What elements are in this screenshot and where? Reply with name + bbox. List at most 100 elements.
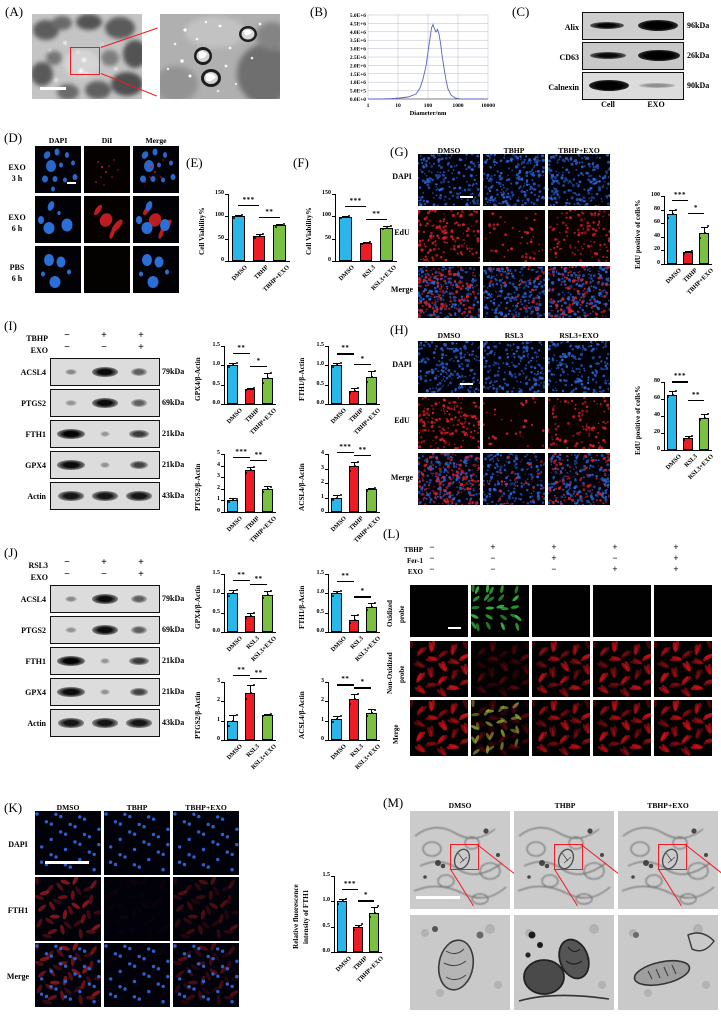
panel-i-exo-v2: − — [101, 342, 107, 353]
panel-i-tbhp-v2: + — [101, 330, 107, 341]
data-point — [339, 494, 342, 497]
data-point — [707, 413, 709, 416]
y-axis-title: FTH1/β-Actin — [298, 585, 306, 629]
band — [91, 594, 119, 604]
y-tick-label: 50 — [325, 234, 331, 241]
panel-g-img-r1c3 — [548, 154, 610, 206]
panel-j-rsl3-v1: − — [64, 557, 70, 568]
blot-box-cd63 — [582, 42, 684, 70]
y-tick-label: 1.5 — [316, 570, 325, 576]
panel-k-img-r2c1 — [35, 877, 101, 941]
y-tick — [330, 926, 334, 928]
data-point — [341, 900, 344, 903]
data-point — [357, 613, 359, 616]
y-tick — [330, 876, 334, 877]
blot-weight-calnexin: 90kDa — [687, 81, 710, 90]
data-point — [348, 214, 351, 217]
panel-i-exo-v3: + — [138, 342, 144, 353]
panel-g-img-r3c2 — [483, 266, 545, 318]
blot-weight: 69kDa — [162, 398, 185, 407]
band — [91, 625, 119, 635]
band — [64, 368, 78, 376]
panel-k-img-r3c1 — [35, 943, 101, 1007]
band — [92, 491, 118, 501]
y-tick — [220, 740, 224, 741]
y-tick-label: 150 — [322, 190, 331, 196]
significance-line — [336, 684, 354, 686]
y-tick-label: 80 — [654, 378, 660, 384]
band-alix-exo — [638, 20, 678, 31]
error-bar — [232, 498, 234, 501]
fth1-field — [173, 943, 239, 1007]
x-axis — [334, 952, 382, 954]
data-point — [253, 683, 255, 686]
y-tick — [220, 720, 224, 722]
band-cd63-cell — [590, 52, 626, 59]
panel-k-img-r1c1 — [35, 811, 101, 875]
error-cap — [246, 612, 254, 614]
panel-l-img-r2c2 — [471, 641, 529, 697]
data-point — [270, 590, 273, 592]
significance-line — [336, 581, 354, 583]
y-tick-label: 2 — [321, 697, 324, 704]
significance-label: ** — [237, 571, 246, 580]
svg-text:4.5E+6: 4.5E+6 — [350, 21, 366, 27]
edu-dapi-field — [483, 341, 545, 393]
error-bar — [354, 388, 355, 391]
blot-label-acsl4: ACSL4 — [20, 368, 46, 377]
y-tick-label: 0 — [217, 508, 220, 514]
panel-l-row-nonoxidized-line1: Non-Oxidized — [386, 652, 394, 694]
significance-line — [232, 674, 250, 677]
panel-a-scale-bar — [40, 87, 66, 90]
y-tick — [324, 404, 328, 405]
error-cap — [333, 591, 341, 592]
panel-i-label: (I) — [4, 318, 17, 333]
error-bar — [250, 684, 251, 693]
panel-d-row-exo3h-line1: EXO — [8, 163, 26, 172]
y-axis — [224, 574, 226, 632]
blot-weight: 79kDa — [162, 367, 185, 376]
data-point — [349, 702, 351, 705]
svg-text:10: 10 — [395, 103, 401, 109]
data-point — [373, 911, 376, 914]
y-tick-label: 0 — [221, 257, 224, 263]
blot-label-fth1: FTH1 — [25, 430, 46, 439]
panel-g-img-r3c1 — [418, 266, 480, 318]
panel-l-img-r3c1 — [410, 700, 468, 756]
data-point — [353, 465, 356, 468]
blot-weight: 79kDa — [162, 594, 185, 603]
error-cap — [668, 391, 676, 393]
error-bar — [232, 714, 234, 721]
y-tick-label: 1.0 — [212, 589, 221, 596]
panel-l-sign: + — [490, 542, 496, 552]
error-cap — [350, 461, 358, 463]
panel-m-img-top-c2 — [514, 811, 614, 909]
significance-label: * — [694, 203, 698, 212]
panel-l-img-r2c1 — [410, 641, 468, 697]
panel-h-img-r2c3 — [548, 397, 610, 449]
error-cap — [367, 603, 375, 605]
y-axis — [328, 574, 330, 632]
panel-m-col-tbhpexo: TBHP+EXO — [647, 801, 689, 810]
data-point — [683, 252, 685, 255]
band — [100, 430, 110, 438]
panel-l-img-r1c2 — [471, 585, 529, 637]
y-axis — [224, 682, 226, 740]
significance-label: *** — [674, 191, 686, 200]
y-axis-title: intensity of FTH1 — [302, 889, 310, 945]
y-tick-label: 0.0 — [212, 400, 221, 406]
y-tick — [330, 952, 334, 953]
y-tick-label: 3 — [217, 473, 220, 480]
panel-l-sign: − — [490, 553, 496, 563]
significance-line — [232, 580, 250, 582]
y-tick-label: 0 — [657, 446, 660, 452]
y-tick-label: 0 — [321, 508, 324, 514]
edu-dapi-field — [418, 341, 480, 393]
data-point — [232, 364, 235, 367]
y-tick — [324, 512, 328, 513]
x-axis — [328, 512, 380, 514]
blot-box-alix — [582, 12, 684, 40]
band — [92, 718, 118, 728]
significance-line — [354, 687, 372, 689]
data-point — [365, 242, 368, 245]
